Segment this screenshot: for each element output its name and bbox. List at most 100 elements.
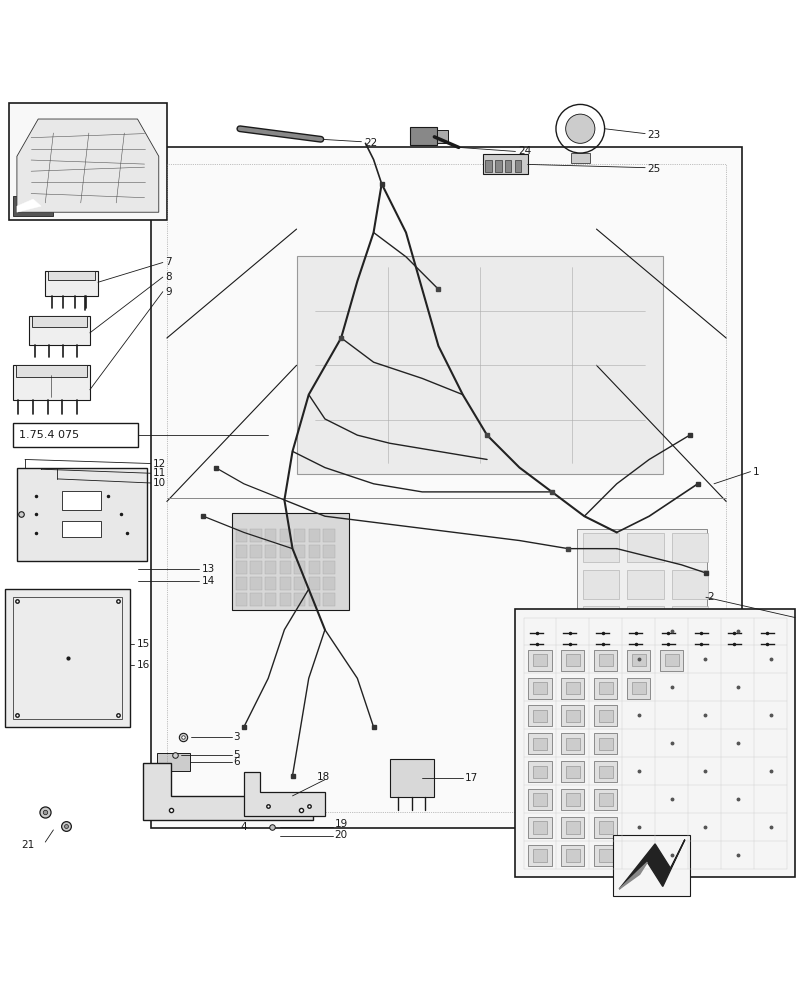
Bar [533, 766, 547, 778]
Bar [250, 577, 261, 590]
Text: 16: 16 [137, 660, 150, 670]
Bar [570, 153, 590, 163]
Bar [627, 678, 650, 699]
Bar [279, 561, 290, 574]
Bar [483, 154, 527, 174]
Text: 1.75.4 075: 1.75.4 075 [19, 430, 79, 440]
Bar [582, 606, 618, 635]
Text: 25: 25 [646, 164, 659, 174]
Bar [582, 570, 618, 599]
Bar [594, 733, 616, 754]
Bar [671, 570, 707, 599]
Bar [533, 849, 547, 862]
Bar [594, 678, 616, 699]
Text: 21: 21 [21, 840, 34, 850]
Bar [235, 577, 247, 590]
Bar [32, 316, 87, 327]
Bar [560, 705, 584, 726]
Bar [565, 682, 579, 694]
Bar [626, 570, 663, 599]
Bar [308, 561, 320, 574]
Bar [626, 533, 663, 562]
Bar [13, 196, 54, 216]
Bar [599, 766, 612, 778]
Bar [565, 738, 579, 750]
Text: 4: 4 [240, 822, 247, 832]
Bar [296, 256, 663, 474]
Text: 23: 23 [646, 130, 659, 140]
Bar [626, 643, 663, 672]
Bar [528, 650, 551, 671]
Bar [599, 849, 612, 862]
Bar [235, 593, 247, 606]
Bar [436, 130, 448, 143]
Bar [323, 545, 334, 558]
Bar [48, 271, 95, 280]
Bar [13, 423, 139, 447]
Polygon shape [143, 763, 312, 820]
Bar [627, 650, 650, 671]
Text: 19: 19 [334, 819, 347, 829]
Bar [45, 271, 98, 296]
Bar [235, 529, 247, 542]
Bar [599, 710, 612, 722]
Bar [594, 705, 616, 726]
Bar [659, 650, 682, 671]
Bar [264, 561, 276, 574]
Bar [565, 849, 579, 862]
Bar [565, 654, 579, 666]
Text: 8: 8 [165, 272, 172, 282]
Bar [279, 529, 290, 542]
Text: 3: 3 [233, 732, 240, 742]
Bar [671, 643, 707, 672]
Bar [599, 738, 612, 750]
Text: 22: 22 [363, 138, 376, 148]
Text: 24: 24 [517, 146, 530, 156]
Bar [594, 817, 616, 838]
Text: 12: 12 [153, 459, 166, 469]
Bar [250, 529, 261, 542]
Bar [528, 761, 551, 782]
Polygon shape [17, 119, 159, 212]
Bar [560, 678, 584, 699]
Bar [533, 793, 547, 806]
Bar [264, 593, 276, 606]
Bar [599, 793, 612, 806]
Bar [13, 597, 122, 719]
Bar [323, 577, 334, 590]
Bar [582, 533, 618, 562]
Bar [294, 593, 305, 606]
Bar [533, 710, 547, 722]
Text: 15: 15 [137, 639, 150, 649]
Bar [294, 561, 305, 574]
Bar [528, 789, 551, 810]
Bar [528, 845, 551, 866]
Bar [250, 545, 261, 558]
Bar [279, 593, 290, 606]
Text: 18: 18 [316, 772, 330, 782]
Text: 10: 10 [153, 478, 166, 488]
Polygon shape [619, 862, 646, 889]
Bar [279, 577, 290, 590]
Bar [599, 654, 612, 666]
Text: 14: 14 [201, 576, 215, 586]
Bar [533, 682, 547, 694]
Bar [308, 593, 320, 606]
Bar [17, 468, 147, 561]
Bar [533, 738, 547, 750]
Polygon shape [243, 772, 324, 816]
Bar [264, 529, 276, 542]
Bar [308, 577, 320, 590]
Bar [264, 545, 276, 558]
Bar [565, 710, 579, 722]
Bar [235, 561, 247, 574]
Bar [594, 789, 616, 810]
Bar [13, 365, 90, 400]
Bar [294, 577, 305, 590]
Bar [671, 606, 707, 635]
Bar [62, 491, 101, 510]
Bar [5, 589, 131, 727]
Polygon shape [17, 199, 41, 212]
Bar [671, 533, 707, 562]
Bar [308, 529, 320, 542]
